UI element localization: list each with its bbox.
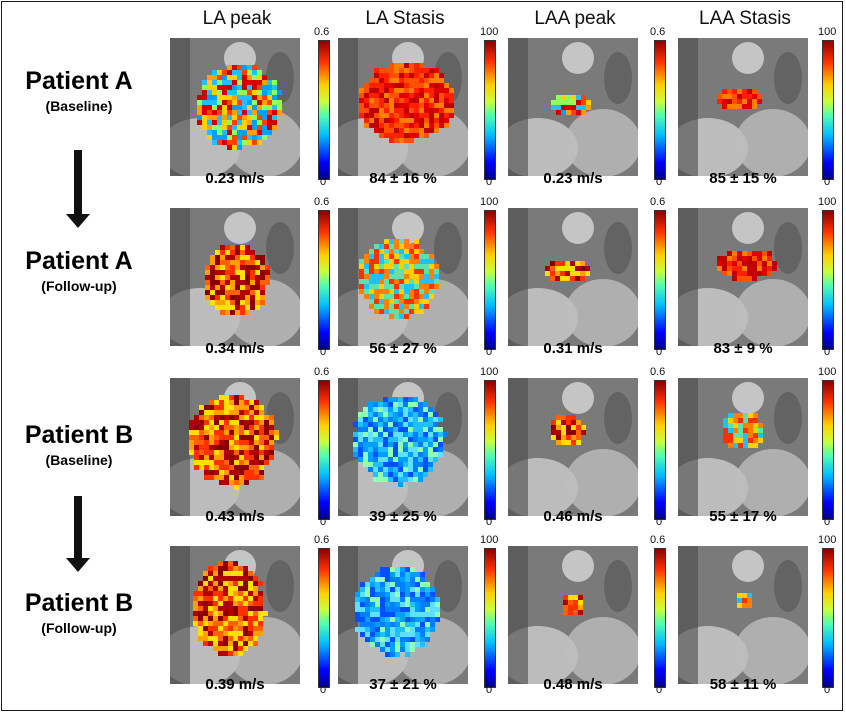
- colorbar-min-label: 0: [486, 684, 493, 696]
- patient-name: Patient B: [24, 589, 134, 617]
- colorbar-la-stasis-row2: [484, 210, 496, 350]
- colorbar-max-label: 0.6: [314, 26, 330, 38]
- colorbar-laa-stasis-row3: [822, 380, 834, 520]
- colorbar-max-label: 100: [818, 534, 837, 546]
- colorbar-min-label: 0: [320, 346, 327, 358]
- value-label-laa-peak-row2: 0.31 m/s: [543, 340, 603, 357]
- colorbar-max-label: 100: [818, 26, 837, 38]
- colorbar-la-stasis-row3: [484, 380, 496, 520]
- mri-panel-la-stasis-row4: [338, 546, 468, 684]
- colorbar-min-label: 0: [320, 516, 327, 528]
- colorbar-la-peak-row2: [318, 210, 330, 350]
- colorbar-max-label: 0.6: [650, 196, 666, 208]
- value-label-laa-peak-row3: 0.46 m/s: [543, 508, 603, 525]
- mri-panel-laa-stasis-row2: [678, 208, 808, 346]
- value-label-la-stasis-row1: 84 ± 16 %: [369, 170, 437, 187]
- colorbar-laa-stasis-row1: [822, 40, 834, 180]
- colorbar-min-label: 0: [486, 176, 493, 188]
- colorbar-min-label: 0: [824, 516, 831, 528]
- column-header-la-stasis: LA Stasis: [365, 8, 445, 29]
- mri-panel-la-stasis-row3: [338, 378, 468, 516]
- colorbar-laa-stasis-row2: [822, 210, 834, 350]
- value-label-laa-stasis-row3: 55 ± 17 %: [709, 508, 777, 525]
- colorbar-min-label: 0: [656, 176, 663, 188]
- colorbar-min-label: 0: [320, 684, 327, 696]
- colorbar-max-label: 0.6: [650, 534, 666, 546]
- patient-phase: (Baseline): [45, 452, 113, 468]
- colorbar-max-label: 0.6: [314, 534, 330, 546]
- mri-panel-laa-peak-row3: [508, 378, 638, 516]
- colorbar-max-label: 100: [818, 366, 837, 378]
- patient-name: Patient A: [25, 247, 133, 275]
- colorbar-max-label: 0.6: [650, 26, 666, 38]
- colorbar-la-stasis-row4: [484, 548, 496, 688]
- down-arrow-icon: [66, 150, 90, 230]
- mri-panel-laa-peak-row4: [508, 546, 638, 684]
- colorbar-laa-peak-row1: [654, 40, 666, 180]
- colorbar-min-label: 0: [656, 684, 663, 696]
- colorbar-la-stasis-row1: [484, 40, 496, 180]
- mri-panel-laa-peak-row2: [508, 208, 638, 346]
- value-label-laa-peak-row1: 0.23 m/s: [543, 170, 603, 187]
- colorbar-min-label: 0: [486, 346, 493, 358]
- colorbar-min-label: 0: [824, 176, 831, 188]
- value-label-la-peak-row4: 0.39 m/s: [205, 676, 265, 693]
- value-label-laa-stasis-row4: 58 ± 11 %: [709, 676, 777, 693]
- colorbar-laa-peak-row4: [654, 548, 666, 688]
- value-label-la-peak-row2: 0.34 m/s: [205, 340, 265, 357]
- row-label-2: Patient A (Follow-up): [4, 246, 154, 296]
- row-label-1: Patient A (Baseline): [4, 66, 154, 116]
- value-label-la-stasis-row4: 37 ± 21 %: [369, 676, 437, 693]
- mri-panel-la-stasis-row1: [338, 38, 468, 176]
- colorbar-max-label: 100: [480, 366, 499, 378]
- patient-phase: (Follow-up): [41, 620, 117, 636]
- value-label-la-peak-row3: 0.43 m/s: [205, 508, 265, 525]
- colorbar-la-peak-row1: [318, 40, 330, 180]
- colorbar-max-label: 0.6: [314, 366, 330, 378]
- row-label-4: Patient B (Follow-up): [4, 588, 154, 638]
- colorbar-min-label: 0: [824, 684, 831, 696]
- down-arrow-icon: [66, 496, 90, 576]
- column-header-la-peak: LA peak: [202, 8, 272, 29]
- colorbar-max-label: 100: [818, 196, 837, 208]
- mri-panel-laa-stasis-row1: [678, 38, 808, 176]
- colorbar-laa-peak-row3: [654, 380, 666, 520]
- colorbar-la-peak-row3: [318, 380, 330, 520]
- mri-panel-la-peak-row1: [170, 38, 300, 176]
- colorbar-min-label: 0: [486, 516, 493, 528]
- colorbar-min-label: 0: [824, 346, 831, 358]
- column-header-laa-stasis: LAA Stasis: [699, 8, 791, 29]
- mri-panel-laa-stasis-row3: [678, 378, 808, 516]
- colorbar-max-label: 100: [480, 534, 499, 546]
- value-label-laa-peak-row4: 0.48 m/s: [543, 676, 603, 693]
- mri-panel-la-peak-row2: [170, 208, 300, 346]
- value-label-la-stasis-row3: 39 ± 25 %: [369, 508, 437, 525]
- mri-panel-la-stasis-row2: [338, 208, 468, 346]
- colorbar-min-label: 0: [320, 176, 327, 188]
- value-label-laa-stasis-row2: 83 ± 9 %: [713, 340, 773, 357]
- patient-phase: (Follow-up): [41, 278, 117, 294]
- colorbar-min-label: 0: [656, 516, 663, 528]
- colorbar-max-label: 0.6: [314, 196, 330, 208]
- patient-name: Patient B: [24, 421, 134, 449]
- colorbar-laa-stasis-row4: [822, 548, 834, 688]
- value-label-la-stasis-row2: 56 ± 27 %: [369, 340, 437, 357]
- colorbar-max-label: 100: [480, 26, 499, 38]
- colorbar-la-peak-row4: [318, 548, 330, 688]
- mri-panel-la-peak-row4: [170, 546, 300, 684]
- colorbar-min-label: 0: [656, 346, 663, 358]
- mri-panel-la-peak-row3: [170, 378, 300, 516]
- colorbar-max-label: 0.6: [650, 366, 666, 378]
- mri-panel-laa-stasis-row4: [678, 546, 808, 684]
- colorbar-max-label: 100: [480, 196, 499, 208]
- patient-phase: (Baseline): [45, 98, 113, 114]
- value-label-laa-stasis-row1: 85 ± 15 %: [709, 170, 777, 187]
- colorbar-laa-peak-row2: [654, 210, 666, 350]
- value-label-la-peak-row1: 0.23 m/s: [205, 170, 265, 187]
- row-label-3: Patient B (Baseline): [4, 420, 154, 470]
- mri-panel-laa-peak-row1: [508, 38, 638, 176]
- patient-name: Patient A: [25, 67, 133, 95]
- column-header-laa-peak: LAA peak: [534, 8, 616, 29]
